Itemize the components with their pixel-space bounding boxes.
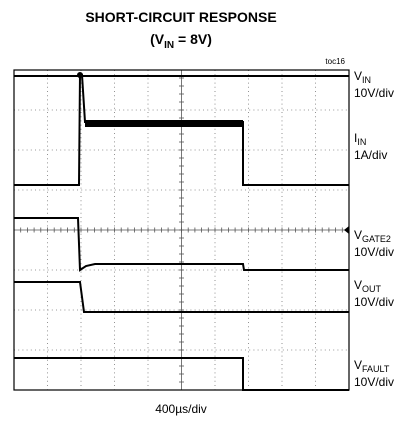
iin-label: IIN bbox=[354, 131, 366, 147]
vfault-scale: 10V/div bbox=[354, 375, 394, 389]
subscript: FAULT bbox=[362, 364, 390, 374]
subscript: GATE2 bbox=[362, 234, 391, 244]
subscript: IN bbox=[362, 75, 371, 85]
figure-id: toc16 bbox=[325, 57, 345, 66]
iin-scale: 1A/div bbox=[354, 148, 387, 162]
timebase: 400µs/div bbox=[155, 402, 207, 416]
vout-scale: 10V/div bbox=[354, 295, 394, 309]
vfault-trace bbox=[14, 357, 349, 391]
vgate2-scale: 10V/div bbox=[354, 245, 394, 259]
vgate2-trace bbox=[14, 217, 349, 272]
symbol: I bbox=[354, 131, 357, 145]
symbol: V bbox=[354, 278, 362, 292]
subscript: OUT bbox=[362, 284, 382, 294]
vout-label: VOUT bbox=[354, 278, 382, 294]
vin-label: VIN bbox=[354, 69, 371, 85]
waveforms bbox=[14, 72, 349, 391]
subscript: IN bbox=[357, 137, 366, 147]
iin-noise-band bbox=[85, 120, 243, 127]
vin-scale: 10V/div bbox=[354, 86, 394, 100]
graticule bbox=[13, 69, 350, 391]
vfault-label: VFAULT bbox=[354, 358, 390, 374]
subtitle-sub: IN bbox=[164, 40, 174, 51]
symbol: V bbox=[354, 69, 362, 83]
subtitle: (VIN = 8V) bbox=[150, 31, 212, 51]
title: SHORT-CIRCUIT RESPONSE bbox=[85, 9, 276, 25]
iin-trace bbox=[14, 74, 349, 186]
subtitle-pre: (V bbox=[150, 31, 165, 47]
vgate2-label: VGATE2 bbox=[354, 228, 391, 244]
symbol: V bbox=[354, 358, 362, 372]
channel-labels: VIN 10V/div IIN 1A/div VGATE2 10V/div VO… bbox=[354, 69, 394, 389]
ground-marker bbox=[344, 226, 349, 234]
subtitle-post: = 8V) bbox=[174, 31, 212, 47]
vout-trace bbox=[14, 281, 349, 313]
symbol: V bbox=[354, 228, 362, 242]
